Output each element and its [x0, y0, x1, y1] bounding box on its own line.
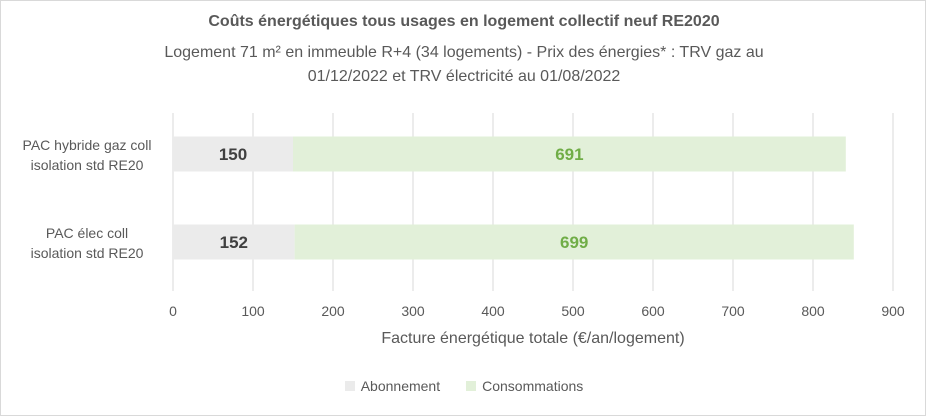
bar-abonnement-0	[173, 136, 293, 172]
legend-label-abonnement: Abonnement	[360, 378, 441, 394]
legend-item-abonnement: Abonnement	[344, 378, 441, 394]
data-label-abonnement-1: 152	[220, 233, 248, 252]
bar-consommations-0	[293, 136, 846, 172]
legend-label-consommations: Consommations	[482, 378, 584, 394]
x-tick-label-0: 0	[169, 303, 177, 319]
category-label-0-line1: isolation std RE20	[31, 157, 144, 173]
x-tick-label-500: 500	[561, 303, 585, 319]
chart-subtitle-line1: Logement 71 m² en immeuble R+4 (34 logem…	[164, 44, 764, 61]
x-tick-label-900: 900	[881, 303, 905, 319]
data-label-abonnement-0: 150	[219, 145, 247, 164]
x-tick-label-700: 700	[721, 303, 745, 319]
category-label-0-line0: PAC hybride gaz coll	[23, 137, 152, 153]
x-tick-label-400: 400	[481, 303, 505, 319]
category-label-1-line1: isolation std RE20	[31, 245, 144, 261]
legend-swatch-consommations	[466, 381, 477, 391]
data-label-consommations-0: 691	[555, 145, 583, 164]
x-tick-label-800: 800	[801, 303, 825, 319]
legend-item-consommations: Consommations	[466, 378, 583, 394]
x-tick-label-100: 100	[241, 303, 265, 319]
x-tick-label-200: 200	[321, 303, 345, 319]
x-axis-title: Facture énergétique totale (€/an/logemen…	[381, 330, 684, 347]
bar-abonnement-1	[173, 224, 295, 260]
x-tick-label-600: 600	[641, 303, 665, 319]
chart-subtitle-line2: 01/12/2022 et TRV électricité au 01/08/2…	[307, 68, 621, 85]
chart-subtitle: Logement 71 m² en immeuble R+4 (34 logem…	[1, 41, 926, 89]
legend-swatch-abonnement	[344, 381, 355, 391]
x-tick-label-300: 300	[401, 303, 425, 319]
bar-consommations-1	[294, 224, 854, 260]
category-label-1-line0: PAC élec coll	[46, 225, 128, 241]
data-label-consommations-1: 699	[560, 233, 588, 252]
chart-legend: Abonnement Consommations	[1, 378, 926, 394]
chart-title: Coûts énergétiques tous usages en logeme…	[208, 13, 720, 30]
